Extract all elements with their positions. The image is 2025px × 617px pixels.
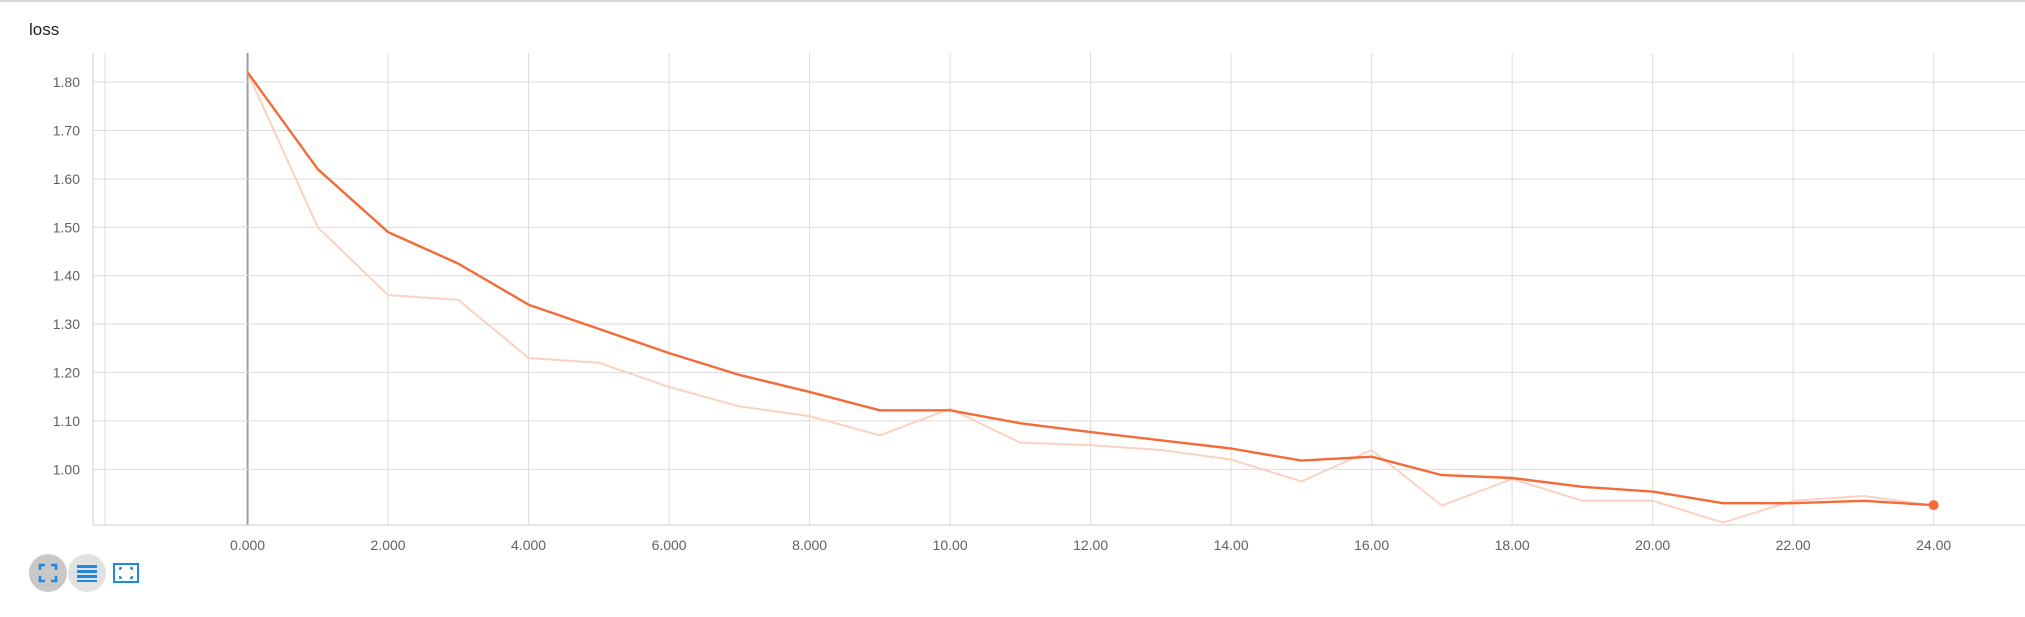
y-tick-label: 1.10 bbox=[53, 413, 80, 429]
last-point-marker bbox=[1928, 500, 1939, 511]
x-tick-label: 24.00 bbox=[1916, 537, 1951, 553]
y-tick-label: 1.40 bbox=[53, 268, 80, 284]
raw-loss-line[interactable] bbox=[246, 71, 1934, 524]
fullscreen-icon bbox=[38, 563, 58, 583]
fullscreen-button[interactable] bbox=[29, 554, 67, 592]
x-tick-label: 10.00 bbox=[933, 537, 968, 553]
grid-layer bbox=[93, 53, 2025, 525]
toggle-y-axis-log-button[interactable] bbox=[68, 554, 106, 592]
y-tick-label: 1.50 bbox=[53, 219, 80, 235]
x-tick-label: 6.000 bbox=[652, 537, 687, 553]
x-tick-label: 18.00 bbox=[1495, 537, 1530, 553]
axis-layer bbox=[92, 53, 2025, 526]
x-tick-label: 0.000 bbox=[230, 537, 265, 553]
x-tick-label: 14.00 bbox=[1214, 537, 1249, 553]
x-tick-label: 4.000 bbox=[511, 537, 546, 553]
y-tick-label: 1.80 bbox=[53, 74, 80, 90]
top-border bbox=[0, 0, 2025, 2]
y-tick-label: 1.30 bbox=[53, 316, 80, 332]
x-tick-label: 2.000 bbox=[371, 537, 406, 553]
fit-domain-icon bbox=[113, 563, 139, 583]
list-icon bbox=[77, 565, 97, 582]
tick-label-layer: 0.000 2.000 4.000 6.000 8.000 10.00 12.00 14.00… bbox=[53, 74, 1952, 553]
y-tick-label: 1.20 bbox=[53, 365, 80, 381]
y-tick-label: 1.60 bbox=[53, 171, 80, 187]
x-tick-label: 22.00 bbox=[1776, 537, 1811, 553]
series-layer[interactable] bbox=[246, 71, 1939, 524]
chart-card-title: loss bbox=[29, 20, 60, 39]
x-tick-label: 16.00 bbox=[1354, 537, 1389, 553]
fit-domain-button[interactable] bbox=[107, 554, 145, 592]
chart-toolbar bbox=[29, 554, 145, 592]
x-tick-label: 20.00 bbox=[1635, 537, 1670, 553]
y-tick-label: 1.70 bbox=[53, 122, 80, 138]
y-tick-label: 1.00 bbox=[53, 461, 80, 477]
x-tick-label: 12.00 bbox=[1073, 537, 1108, 553]
smoothed-loss-line[interactable] bbox=[246, 71, 1934, 507]
x-tick-label: 8.000 bbox=[792, 537, 827, 553]
